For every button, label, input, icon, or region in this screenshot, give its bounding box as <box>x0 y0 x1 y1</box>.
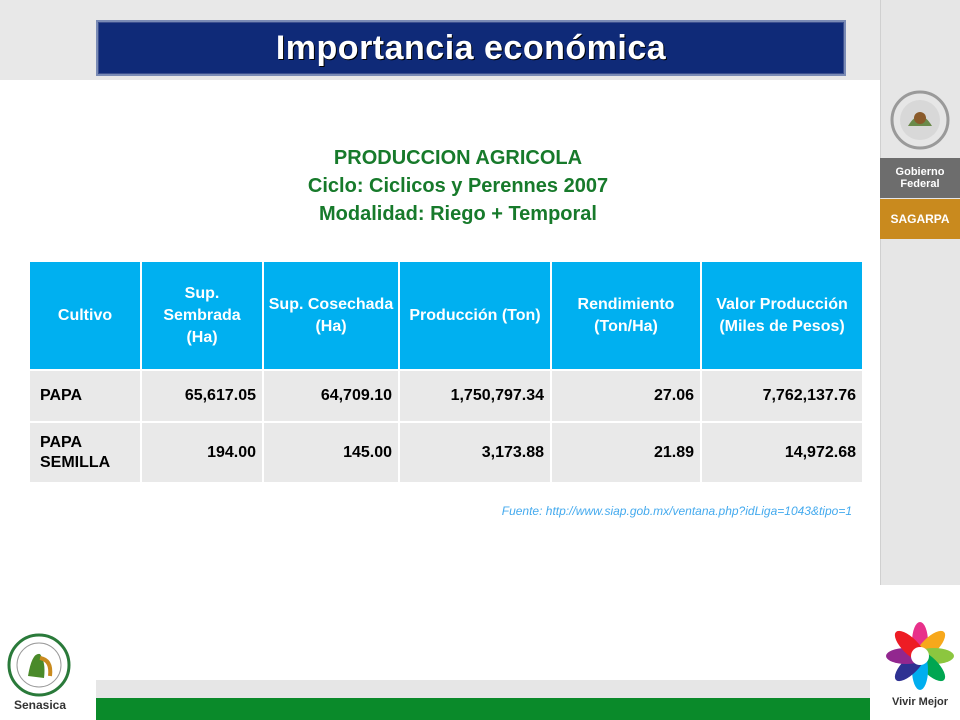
cell-sup-sembrada: 194.00 <box>141 421 264 482</box>
footer-green-bar <box>96 698 870 720</box>
caption-line-2: Ciclo: Ciclicos y Perennes 2007 <box>307 175 609 197</box>
slide-title: Importancia económica <box>96 20 846 76</box>
cell-produccion: 3,173.88 <box>399 421 552 482</box>
header-sup-sembrada: Sup. Sembrada (Ha) <box>141 262 264 370</box>
source-note: Fuente: http://www.siap.gob.mx/ventana.p… <box>501 504 852 518</box>
production-table: Cultivo Sup. Sembrada (Ha) Sup. Cosechad… <box>30 262 862 482</box>
table-caption: PRODUCCION AGRICOLA Ciclo: Ciclicos y Pe… <box>120 144 796 228</box>
footer-grey-bar <box>96 680 870 698</box>
table-row: PAPA 65,617.05 64,709.10 1,750,797.34 27… <box>30 369 862 422</box>
cell-sup-sembrada: 65,617.05 <box>141 369 264 422</box>
header-rendimiento: Rendimiento (Ton/Ha) <box>551 262 702 370</box>
mexico-seal-icon <box>890 90 950 150</box>
cell-produccion: 1,750,797.34 <box>399 369 552 422</box>
sagarpa-badge: SAGARPA <box>880 199 960 239</box>
cell-valor-produccion: 7,762,137.76 <box>701 369 862 422</box>
gobierno-federal-badge: Gobierno Federal <box>880 158 960 198</box>
header-produccion: Producción (Ton) <box>399 262 552 370</box>
senasica-label: Senasica <box>13 698 67 712</box>
cell-cultivo: PAPA <box>30 369 142 422</box>
cell-sup-cosechada: 64,709.10 <box>263 369 400 422</box>
vivir-mejor-flower-icon <box>886 622 954 690</box>
table-header-row: Cultivo Sup. Sembrada (Ha) Sup. Cosechad… <box>30 262 862 370</box>
right-branding-strip <box>880 0 960 585</box>
gob-line1: Gobierno <box>895 166 945 178</box>
senasica-seal-icon <box>7 633 71 697</box>
cell-sup-cosechada: 145.00 <box>263 421 400 482</box>
caption-line-1: PRODUCCION AGRICOLA <box>333 147 583 169</box>
caption-line-3: Modalidad: Riego + Temporal <box>319 203 597 225</box>
header-sup-cosechada: Sup. Cosechada (Ha) <box>263 262 400 370</box>
cell-rendimiento: 21.89 <box>551 421 702 482</box>
cell-valor-produccion: 14,972.68 <box>701 421 862 482</box>
header-cultivo: Cultivo <box>30 262 142 370</box>
vivir-mejor-label: Vivir Mejor <box>891 696 949 708</box>
table-row: PAPA SEMILLA 194.00 145.00 3,173.88 21.8… <box>30 421 862 482</box>
gob-line2: Federal <box>900 178 940 190</box>
header-valor-produccion: Valor Producción (Miles de Pesos) <box>701 262 862 370</box>
cell-cultivo: PAPA SEMILLA <box>30 421 142 482</box>
cell-rendimiento: 27.06 <box>551 369 702 422</box>
